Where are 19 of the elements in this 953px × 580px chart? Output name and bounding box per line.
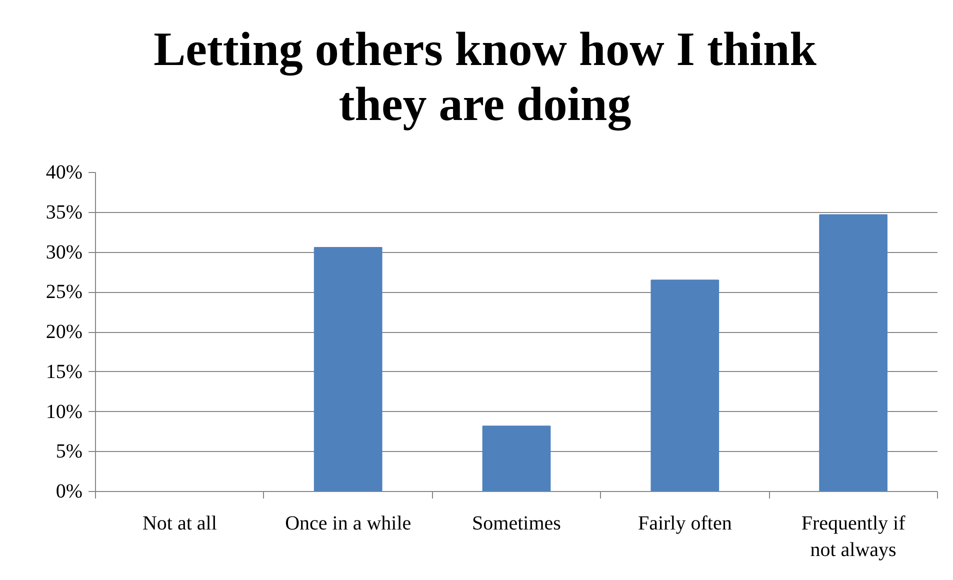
x-tick-label: Frequently if not always <box>801 512 906 561</box>
y-tick-label: 0% <box>56 480 83 502</box>
bar <box>650 280 720 492</box>
x-tick-label: Fairly often <box>638 512 732 534</box>
x-tick-label: Not at all <box>142 512 218 534</box>
bar <box>482 426 551 492</box>
y-tick-label: 35% <box>46 201 83 224</box>
x-tick-label: Sometimes <box>472 512 562 534</box>
bar <box>819 214 888 492</box>
chart-title: Letting others know how I think they are doing <box>154 22 816 132</box>
y-tick-label: 15% <box>46 360 83 383</box>
y-tick-label: 20% <box>46 321 83 343</box>
y-tick-label: 10% <box>46 400 83 423</box>
y-tick-label: 25% <box>46 281 83 304</box>
x-tick-label: Once in a while <box>285 512 412 534</box>
y-tick-label: 40% <box>46 162 83 184</box>
y-tick-label: 5% <box>56 440 83 463</box>
bar <box>314 246 382 492</box>
y-tick-label: 30% <box>46 241 83 264</box>
